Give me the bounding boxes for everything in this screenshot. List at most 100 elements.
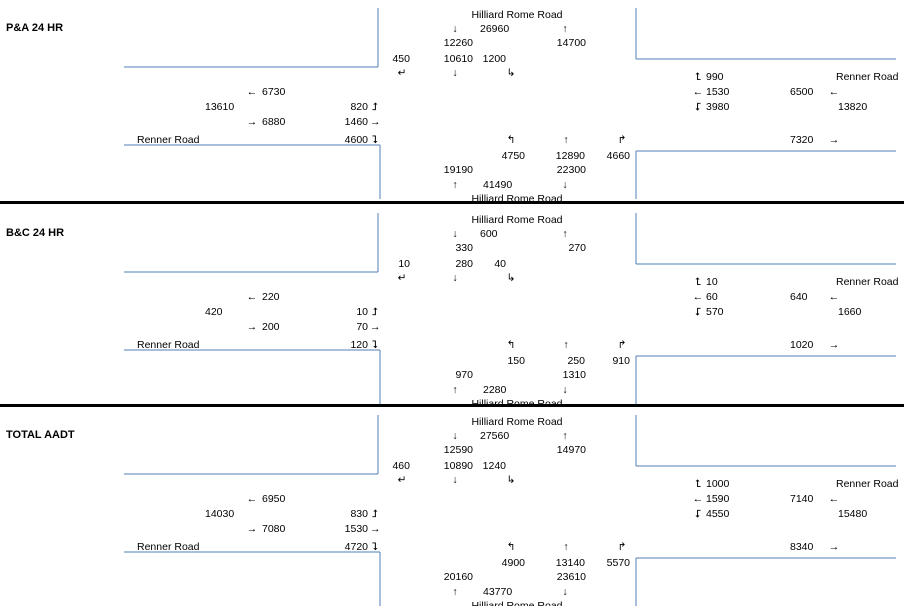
wb-exit-arrow: ← (246, 291, 258, 303)
eb-exit-arrow: → (828, 541, 840, 553)
south-approach-volume: 19190 (443, 164, 473, 176)
east-eb-exit: 7320 (790, 134, 814, 146)
north-road-name: Hilliard Rome Road (471, 214, 563, 226)
sb-left-volume: 40 (494, 258, 506, 270)
panel-divider (0, 201, 904, 204)
north-exit-volume: 270 (568, 242, 586, 254)
wb-thru-arrow: ← (692, 493, 704, 505)
nb-total-arrow: ↑ (452, 384, 458, 396)
sb-left-arrow: ↳ (506, 67, 516, 79)
eb-exit-arrow: → (828, 134, 840, 146)
sb-exit-arrow: ↓ (562, 586, 568, 598)
wb-left-volume: 3980 (706, 101, 730, 113)
south-road-name: Hilliard Rome Road (471, 600, 563, 606)
eb-left-arrow: ⮥ (371, 508, 379, 520)
sb-right-volume: 10 (398, 258, 410, 270)
nb-right-arrow: ↱ (617, 134, 627, 146)
eb-thru-arrow: → (370, 116, 381, 128)
road-edge-lines (124, 8, 896, 199)
west-road-name: Renner Road (137, 339, 200, 351)
nb-exit-arrow: ↑ (562, 23, 568, 35)
east-two-way: 15480 (838, 508, 868, 520)
wb-right-arrow: ⮤ (694, 276, 702, 288)
eb-left-volume: 830 (350, 508, 368, 520)
eb-right-arrow: ⮧ (371, 134, 379, 146)
north-road-name: Hilliard Rome Road (471, 416, 563, 428)
eb-right-volume: 4600 (344, 134, 368, 146)
sb-thru-volume: 280 (455, 258, 473, 270)
north-sb-total: 27560 (480, 430, 510, 442)
wb-entry-arrow: ← (828, 493, 840, 505)
west-wb-exit: 6950 (262, 493, 286, 505)
eb-right-volume: 120 (350, 339, 368, 351)
north-road-name: Hilliard Rome Road (471, 9, 563, 21)
eb-left-arrow: ⮥ (371, 306, 379, 318)
panel-label: B&C 24 HR (6, 227, 65, 239)
west-wb-exit: 220 (262, 291, 280, 303)
sb-exit-arrow: ↓ (562, 384, 568, 396)
intersection-panel: B&C 24 HR Hilliard Rome Road ↓ 600 ↑ 330 270 10… (0, 205, 904, 410)
nb-left-arrow: ↰ (506, 134, 516, 146)
wb-thru-volume: 60 (706, 291, 718, 303)
south-exit-volume: 22300 (556, 164, 586, 176)
wb-left-volume: 4550 (706, 508, 730, 520)
nb-exit-arrow: ↑ (562, 430, 568, 442)
sb-left-volume: 1240 (482, 460, 506, 472)
nb-right-arrow: ↱ (617, 339, 627, 351)
sb-thru-arrow: ↓ (452, 474, 458, 486)
east-eb-exit: 1020 (790, 339, 814, 351)
nb-right-arrow: ↱ (617, 541, 627, 553)
wb-right-arrow: ⮤ (694, 71, 702, 83)
nb-right-volume: 910 (612, 355, 630, 367)
eb-entry-arrow: → (246, 116, 258, 128)
wb-entry-arrow: ← (828, 291, 840, 303)
east-road-name: Renner Road (836, 276, 899, 288)
eb-exit-arrow: → (828, 339, 840, 351)
nb-right-volume: 5570 (606, 557, 630, 569)
panel-divider (0, 404, 904, 407)
wb-exit-arrow: ← (246, 493, 258, 505)
east-wb-entry: 640 (790, 291, 808, 303)
wb-left-arrow: ⮦ (694, 306, 702, 318)
road-edge-lines (124, 415, 896, 606)
eb-thru-arrow: → (370, 523, 381, 535)
eb-entry-arrow: → (246, 523, 258, 535)
eb-thru-volume: 1530 (344, 523, 368, 535)
west-wb-exit: 6730 (262, 86, 286, 98)
eb-left-arrow: ⮥ (371, 101, 379, 113)
south-approach-volume: 970 (455, 369, 473, 381)
sb-right-arrow: ↵ (397, 67, 407, 79)
south-approach-volume: 20160 (443, 571, 473, 583)
wb-thru-volume: 1530 (706, 86, 730, 98)
east-eb-exit: 8340 (790, 541, 814, 553)
east-two-way: 13820 (838, 101, 868, 113)
sb-total-arrow: ↓ (452, 228, 458, 240)
wb-thru-volume: 1590 (706, 493, 730, 505)
wb-right-volume: 1000 (706, 478, 730, 490)
nb-total-arrow: ↑ (452, 586, 458, 598)
wb-left-volume: 570 (706, 306, 724, 318)
sb-right-arrow: ↵ (397, 272, 407, 284)
sb-exit-arrow: ↓ (562, 179, 568, 191)
sb-right-volume: 450 (392, 53, 410, 65)
east-wb-entry: 6500 (790, 86, 814, 98)
panel-label: P&A 24 HR (6, 22, 64, 34)
south-exit-volume: 1310 (562, 369, 586, 381)
west-eb-entry: 6880 (262, 116, 286, 128)
north-sb-total: 600 (480, 228, 498, 240)
nb-thru-volume: 250 (567, 355, 585, 367)
wb-left-arrow: ⮦ (694, 508, 702, 520)
west-two-way: 13610 (205, 101, 235, 113)
intersection-panel: P&A 24 HR Hilliard Rome Road ↓ 26960 ↑ 12260 1… (0, 0, 904, 205)
eb-right-arrow: ⮧ (371, 541, 379, 553)
west-two-way: 14030 (205, 508, 235, 520)
west-road-name: Renner Road (137, 134, 200, 146)
sb-right-volume: 460 (392, 460, 410, 472)
eb-thru-volume: 1460 (344, 116, 368, 128)
sb-thru-arrow: ↓ (452, 272, 458, 284)
north-approach-volume: 12590 (443, 444, 473, 456)
eb-right-volume: 4720 (344, 541, 368, 553)
nb-thru-volume: 13140 (555, 557, 585, 569)
wb-left-arrow: ⮦ (694, 101, 702, 113)
wb-right-volume: 990 (706, 71, 724, 83)
